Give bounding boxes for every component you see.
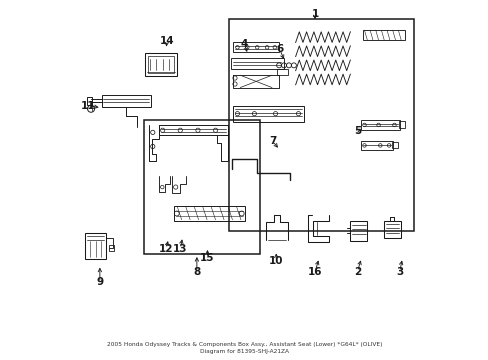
Bar (383, 221, 400, 238)
Bar (391, 142, 398, 148)
Text: Diagram for 81395-SHJ-A21ZA: Diagram for 81395-SHJ-A21ZA (200, 349, 288, 354)
Bar (143, 120, 260, 254)
Text: 4: 4 (240, 39, 248, 49)
Bar (102, 95, 151, 107)
Text: 6: 6 (276, 45, 283, 54)
Text: 15: 15 (200, 253, 214, 262)
Text: 9: 9 (96, 277, 103, 287)
Text: 14: 14 (159, 36, 174, 46)
Bar (174, 206, 244, 221)
Bar (233, 42, 279, 52)
Bar (398, 121, 405, 129)
Text: 2005 Honda Odyssey Tracks & Components Box Assy., Assistant Seat (Lower) *G64L* : 2005 Honda Odyssey Tracks & Components B… (106, 342, 382, 347)
Text: 8: 8 (193, 267, 200, 277)
Text: 2: 2 (353, 267, 360, 277)
Text: 11: 11 (81, 101, 95, 111)
Bar (147, 56, 174, 73)
Bar (233, 106, 303, 122)
Text: 7: 7 (268, 136, 276, 146)
Bar (145, 53, 176, 76)
Bar (85, 233, 106, 259)
Bar (360, 120, 399, 130)
Text: 12: 12 (159, 244, 173, 254)
Bar (87, 98, 92, 104)
Text: 16: 16 (307, 267, 322, 277)
Bar (277, 69, 287, 75)
Bar (159, 125, 227, 135)
Text: 13: 13 (173, 244, 187, 254)
Text: 5: 5 (353, 126, 360, 136)
Bar (228, 19, 413, 231)
Bar (109, 245, 114, 251)
Bar (360, 141, 392, 150)
Bar (349, 221, 366, 241)
Bar (231, 58, 284, 69)
Text: 1: 1 (311, 9, 318, 19)
Bar (362, 30, 404, 40)
Text: 3: 3 (395, 267, 403, 277)
Text: 10: 10 (268, 256, 283, 266)
